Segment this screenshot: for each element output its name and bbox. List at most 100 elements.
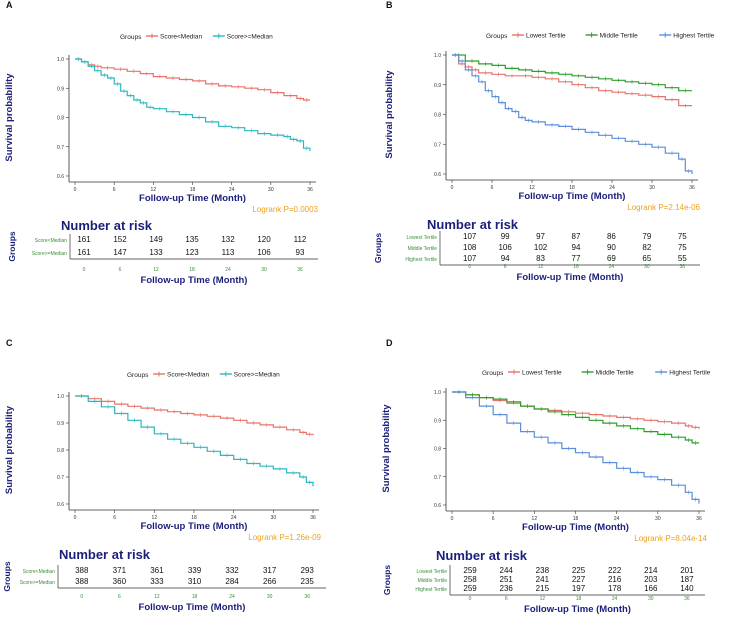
x-tick-label: 30 bbox=[649, 185, 655, 191]
risk-value: 75 bbox=[678, 243, 687, 252]
risk-value: 361 bbox=[150, 566, 164, 575]
risk-tick-label: 18 bbox=[189, 267, 195, 273]
risk-value: 244 bbox=[500, 566, 514, 575]
panel-b: B Groups Lowest Tertile Middle Tertile Highe… bbox=[373, 0, 715, 283]
risk-tick-label: 12 bbox=[154, 594, 160, 600]
survival-curve bbox=[452, 54, 692, 92]
risk-tick-label: 36 bbox=[684, 596, 690, 602]
risk-value: 332 bbox=[225, 566, 239, 575]
axes: 0.6 0.7 0.8 0.9 1.0 0 6 12 18 24 30 36 bbox=[434, 388, 705, 522]
x-tick-label: 24 bbox=[231, 515, 237, 521]
risk-value: 333 bbox=[150, 577, 164, 586]
survival-curve bbox=[452, 54, 693, 174]
x-tick-label: 18 bbox=[191, 515, 197, 521]
x-tick-label: 36 bbox=[689, 185, 695, 191]
x-tick-label: 18 bbox=[569, 185, 575, 191]
legend-title: Groups bbox=[482, 370, 504, 377]
x-tick-label: 0 bbox=[74, 187, 77, 193]
y-tick-label: 1.0 bbox=[57, 57, 64, 63]
series-3 bbox=[452, 390, 700, 504]
risk-tick-label: 24 bbox=[225, 267, 231, 273]
x-tick-label: 6 bbox=[492, 516, 495, 522]
risk-value: 55 bbox=[678, 254, 687, 263]
risk-tick-label: 6 bbox=[504, 264, 507, 270]
risk-value: 166 bbox=[644, 584, 658, 593]
risk-x-title: Follow-up Time (Month) bbox=[139, 602, 246, 613]
series-1 bbox=[75, 57, 310, 102]
risk-value: 251 bbox=[500, 575, 514, 584]
y-tick-label: 0.6 bbox=[57, 174, 64, 180]
axes: 0.6 0.7 0.8 0.9 1.0 0 6 12 18 24 30 36 bbox=[57, 55, 316, 193]
risk-row-label: Highest Tertile bbox=[415, 587, 447, 593]
risk-tick-label: 12 bbox=[538, 264, 544, 270]
risk-value: 241 bbox=[536, 575, 550, 584]
risk-y-title: Groups bbox=[382, 565, 392, 595]
risk-y-title: Groups bbox=[373, 233, 383, 263]
legend-entry: Score>=Median bbox=[234, 372, 280, 379]
y-tick-label: 0.9 bbox=[57, 421, 64, 427]
x-tick-label: 30 bbox=[655, 516, 661, 522]
legend: Groups Lowest Tertile Middle Tertile Highes… bbox=[482, 369, 711, 377]
risk-tick-label: 24 bbox=[612, 596, 618, 602]
x-tick-label: 36 bbox=[696, 516, 702, 522]
legend-entry: Middle Tertile bbox=[600, 33, 639, 40]
risk-value: 161 bbox=[77, 248, 91, 257]
x-axis-title: Follow-up Time (Month) bbox=[522, 522, 629, 533]
risk-tick-label: 36 bbox=[297, 267, 303, 273]
risk-x-title: Follow-up Time (Month) bbox=[524, 604, 631, 615]
risk-title: Number at risk bbox=[436, 548, 528, 563]
x-tick-label: 12 bbox=[529, 185, 535, 191]
risk-row-label: Middle Tertile bbox=[418, 578, 448, 584]
risk-value: 94 bbox=[501, 254, 510, 263]
series-2 bbox=[452, 53, 692, 93]
x-axis-title: Follow-up Time (Month) bbox=[141, 521, 248, 532]
y-tick-label: 0.6 bbox=[57, 502, 64, 508]
y-tick-label: 0.8 bbox=[57, 448, 64, 454]
survival-curve bbox=[452, 54, 692, 107]
risk-tick-label: 18 bbox=[573, 264, 579, 270]
risk-table: Number at risk Groups Score<Median 388 371 36… bbox=[2, 547, 326, 613]
x-tick-label: 0 bbox=[451, 516, 454, 522]
risk-value: 106 bbox=[498, 243, 512, 252]
risk-value: 197 bbox=[572, 584, 586, 593]
y-tick-label: 1.0 bbox=[57, 394, 64, 400]
risk-row-label: Score<Median bbox=[35, 238, 68, 244]
risk-value: 120 bbox=[257, 235, 271, 244]
series-1 bbox=[75, 394, 314, 437]
risk-tick-label: 30 bbox=[644, 264, 650, 270]
risk-value: 133 bbox=[149, 248, 163, 257]
y-tick-label: 0.7 bbox=[434, 142, 441, 148]
risk-tick-label: 0 bbox=[83, 267, 86, 273]
risk-value: 222 bbox=[608, 566, 622, 575]
risk-tick-label: 0 bbox=[80, 594, 83, 600]
x-tick-label: 12 bbox=[151, 187, 157, 193]
risk-tick-label: 36 bbox=[680, 264, 686, 270]
y-tick-label: 0.8 bbox=[434, 113, 441, 119]
risk-value: 135 bbox=[185, 235, 199, 244]
y-tick-label: 0.9 bbox=[434, 83, 441, 89]
risk-value: 106 bbox=[257, 248, 271, 257]
x-tick-label: 24 bbox=[614, 516, 620, 522]
risk-title: Number at risk bbox=[59, 547, 151, 562]
panel-label: D bbox=[386, 338, 393, 348]
legend-entry: Middle Tertile bbox=[596, 370, 635, 377]
risk-value: 86 bbox=[607, 232, 616, 241]
x-tick-label: 18 bbox=[190, 187, 196, 193]
risk-tick-label: 30 bbox=[261, 267, 267, 273]
risk-value: 140 bbox=[680, 584, 694, 593]
y-tick-label: 0.8 bbox=[57, 116, 64, 122]
risk-y-title: Groups bbox=[7, 231, 17, 261]
y-axis-title: Survival probability bbox=[381, 404, 392, 493]
risk-value: 216 bbox=[608, 575, 622, 584]
risk-x-title: Follow-up Time (Month) bbox=[517, 272, 624, 283]
legend-title: Groups bbox=[486, 33, 508, 40]
risk-value: 102 bbox=[534, 243, 548, 252]
series-2 bbox=[75, 394, 314, 487]
y-tick-label: 1.0 bbox=[434, 390, 441, 396]
y-tick-label: 0.9 bbox=[57, 86, 64, 92]
risk-table: Number at risk Groups Lowest Tertile 107 99 9… bbox=[373, 217, 700, 283]
risk-value: 284 bbox=[225, 577, 239, 586]
risk-tick-label: 12 bbox=[540, 596, 546, 602]
